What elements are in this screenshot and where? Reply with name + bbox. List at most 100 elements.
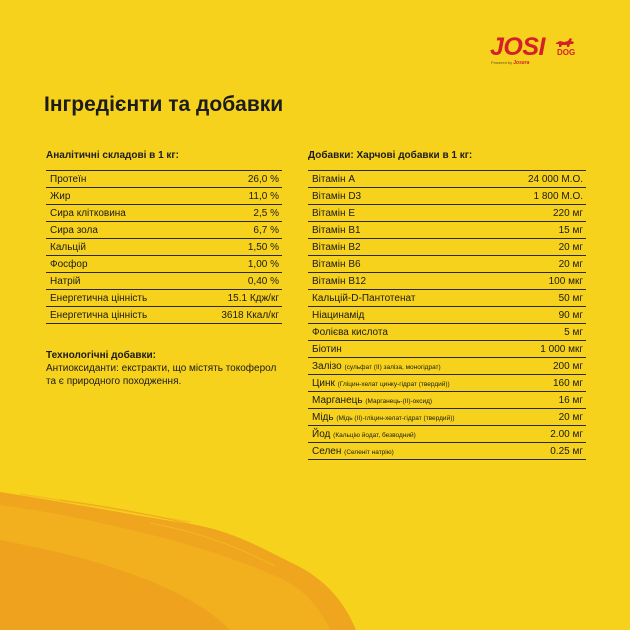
- table-row: Вітамін В1 15 мг: [308, 222, 586, 239]
- row-value: 15 мг: [558, 224, 583, 236]
- row-name: Натрій: [50, 275, 81, 287]
- table-row: Енергетична цінність 3618 Ккал/кг: [46, 307, 282, 324]
- row-value: 200 мг: [553, 360, 583, 372]
- row-note: (Марганець-(II)-оксид): [365, 397, 433, 405]
- row-value: 100 мкг: [548, 275, 583, 287]
- row-label: Марганець (Марганець-(II)-оксид): [312, 395, 432, 406]
- row-name: Сира клітковина: [50, 207, 126, 219]
- row-name: Селен: [312, 445, 342, 457]
- row-value: 20 мг: [558, 258, 583, 270]
- table-row: Натрій 0,40 %: [46, 273, 282, 290]
- row-name: Марганець: [312, 394, 363, 406]
- table-row: Жир 11,0 %: [46, 188, 282, 205]
- row-label: Сира клітковина: [50, 208, 126, 219]
- row-name: Вітамін А: [312, 173, 355, 185]
- row-name: Вітамін В2: [312, 241, 361, 253]
- row-label: Залізо (сульфат (II) заліза, моногідрат): [312, 361, 441, 372]
- row-name: Залізо: [312, 360, 342, 372]
- table-row: Вітамін А 24 000 М.О.: [308, 171, 586, 188]
- table-row: Сира зола 6,7 %: [46, 222, 282, 239]
- row-value: 160 мг: [553, 377, 583, 389]
- row-value: 90 мг: [558, 309, 583, 321]
- additives-heading: Добавки: Харчові добавки в 1 кг:: [308, 150, 473, 161]
- row-name: Фосфор: [50, 258, 88, 270]
- row-name: Вітамін D3: [312, 190, 362, 202]
- table-row: Сира клітковина 2,5 %: [46, 205, 282, 222]
- row-value: 5 мг: [564, 326, 583, 338]
- row-label: Вітамін Е: [312, 208, 355, 219]
- row-value: 24 000 М.О.: [527, 173, 583, 185]
- row-value: 3618 Ккал/кг: [221, 309, 279, 321]
- row-label: Цинк (Гліцин-хелат цинку-гідрат (твердий…: [312, 378, 450, 389]
- table-row: Вітамін D3 1 800 М.О.: [308, 188, 586, 205]
- row-label: Протеїн: [50, 174, 86, 185]
- row-name: Енергетична цінність: [50, 309, 148, 321]
- row-label: Вітамін А: [312, 174, 355, 185]
- row-note: (Мідь (II)-гліцин-хелат-гідрат (твердий)…: [336, 414, 455, 422]
- row-name: Кальцій: [50, 241, 86, 253]
- row-value: 0,40 %: [247, 275, 279, 287]
- technological-text: Антиоксиданти: екстракти, що містять ток…: [46, 363, 277, 387]
- row-name: Мідь: [312, 411, 334, 423]
- row-name: Ніацинамід: [312, 309, 365, 321]
- row-value: 20 мг: [558, 241, 583, 253]
- technological-additives: Технологічні добавки: Антиоксиданти: екс…: [46, 349, 286, 388]
- logo-powered-by: Powered by Josera: [491, 60, 529, 66]
- row-value: 1,50 %: [247, 241, 279, 253]
- table-row: Протеїн 26,0 %: [46, 171, 282, 188]
- row-note: (сульфат (II) заліза, моногідрат): [344, 363, 441, 371]
- table-row: Кальцій-D-Пантотенат 50 мг: [308, 290, 586, 307]
- row-name: Вітамін В12: [312, 275, 367, 287]
- row-label: Вітамін В12: [312, 276, 366, 287]
- table-row: Біотин 1 000 мкг: [308, 341, 586, 358]
- row-label: Йод (Кальцію йодат, безводний): [312, 429, 416, 440]
- row-name: Фолієва кислота: [312, 326, 388, 338]
- dog-icon: [556, 38, 574, 47]
- row-label: Фолієва кислота: [312, 327, 388, 338]
- table-row: Мідь (Мідь (II)-гліцин-хелат-гідрат (тве…: [308, 409, 586, 426]
- row-label: Кальцій: [50, 242, 86, 253]
- row-value: 11,0 %: [248, 190, 279, 202]
- analytical-table: Протеїн 26,0 % Жир 11,0 % Сира клітковина 2,5…: [46, 170, 282, 324]
- table-row: Залізо (сульфат (II) заліза, моногідрат)…: [308, 358, 586, 375]
- row-name: Кальцій-D-Пантотенат: [312, 292, 416, 304]
- table-row: Цинк (Гліцин-хелат цинку-гідрат (твердий…: [308, 375, 586, 392]
- row-label: Мідь (Мідь (II)-гліцин-хелат-гідрат (тве…: [312, 412, 455, 423]
- row-name: Енергетична цінність: [50, 292, 148, 304]
- table-row: Йод (Кальцію йодат, безводний) 2.00 мг: [308, 426, 586, 443]
- row-label: Енергетична цінність: [50, 293, 147, 304]
- row-name: Вітамін В1: [312, 224, 361, 236]
- row-note: (Селеніт натрію): [344, 448, 394, 456]
- row-name: Сира зола: [50, 224, 98, 236]
- row-label: Селен (Селеніт натрію): [312, 446, 394, 457]
- row-value: 2.00 мг: [550, 428, 583, 440]
- row-label: Фосфор: [50, 259, 88, 270]
- row-note: (Кальцію йодат, безводний): [333, 431, 416, 439]
- row-name: Жир: [50, 190, 71, 202]
- row-name: Протеїн: [50, 173, 87, 185]
- table-row: Кальцій 1,50 %: [46, 239, 282, 256]
- powered-by-label: Powered by: [491, 60, 513, 65]
- row-name: Біотин: [312, 343, 342, 355]
- table-row: Фолієва кислота 5 мг: [308, 324, 586, 341]
- table-row: Вітамін Е 220 мг: [308, 205, 586, 222]
- row-value: 1 800 М.О.: [533, 190, 583, 202]
- row-label: Ніацинамід: [312, 310, 364, 321]
- row-value: 6,7 %: [253, 224, 279, 236]
- table-row: Вітамін В6 20 мг: [308, 256, 586, 273]
- row-value: 220 мг: [553, 207, 583, 219]
- table-row: Фосфор 1,00 %: [46, 256, 282, 273]
- row-label: Натрій: [50, 276, 81, 287]
- row-name: Вітамін В6: [312, 258, 361, 270]
- row-label: Вітамін D3: [312, 191, 361, 202]
- table-row: Вітамін В12 100 мкг: [308, 273, 586, 290]
- row-label: Кальцій-D-Пантотенат: [312, 293, 415, 304]
- row-name: Йод: [312, 428, 331, 440]
- row-value: 2,5 %: [253, 207, 279, 219]
- row-label: Сира зола: [50, 225, 98, 236]
- row-value: 26,0 %: [247, 173, 279, 185]
- row-name: Цинк: [312, 377, 335, 389]
- row-value: 1 000 мкг: [540, 343, 583, 355]
- table-row: Вітамін В2 20 мг: [308, 239, 586, 256]
